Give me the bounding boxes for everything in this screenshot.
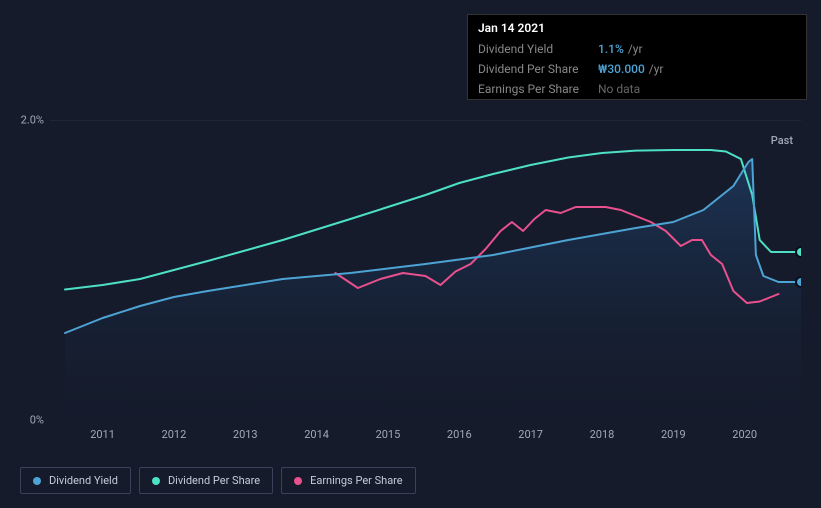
legend-label: Earnings Per Share [310, 474, 403, 487]
tooltip-label: Dividend Per Share [478, 62, 598, 76]
tooltip-row: Dividend Per Share₩30.000/yr [468, 59, 806, 79]
legend-dot-icon [33, 477, 41, 485]
tooltip-label: Dividend Yield [478, 42, 598, 56]
tooltip-row: Earnings Per ShareNo data [468, 79, 806, 99]
y-axis-min: 0% [30, 414, 44, 427]
tooltip-value: ₩30.000 [598, 62, 645, 76]
tooltip-date: Jan 14 2021 [468, 15, 806, 39]
legend-label: Dividend Yield [49, 474, 118, 487]
tooltip-value: 1.1% [598, 42, 624, 56]
tooltip-unit: /yr [649, 62, 664, 76]
x-tick: 2012 [162, 428, 187, 441]
tooltip-label: Earnings Per Share [478, 82, 598, 96]
legend-dot-icon [294, 477, 302, 485]
x-tick: 2017 [518, 428, 543, 441]
tooltip-nodata: No data [598, 82, 640, 96]
legend-label: Dividend Per Share [168, 474, 260, 487]
legend-item[interactable]: Dividend Yield [20, 467, 131, 494]
legend: Dividend Yield Dividend Per Share Earnings… [20, 467, 416, 494]
legend-item[interactable]: Earnings Per Share [281, 467, 416, 494]
x-tick: 2014 [304, 428, 329, 441]
legend-dot-icon [152, 477, 160, 485]
past-label: Past [771, 134, 793, 147]
y-axis-max: 2.0% [21, 114, 44, 127]
chart-container: 2.0% 0% Past [20, 100, 801, 420]
tooltip-unit: /yr [628, 42, 643, 56]
x-tick: 2016 [447, 428, 472, 441]
x-tick: 2018 [590, 428, 615, 441]
legend-item[interactable]: Dividend Per Share [139, 467, 273, 494]
plot-area: Past [50, 120, 801, 420]
x-axis: 2011 2012 2013 2014 2015 2016 2017 2018 2019 2020 [50, 428, 801, 448]
chart-tooltip: Jan 14 2021 Dividend Yield1.1%/yrDividen… [467, 14, 807, 100]
x-tick: 2015 [376, 428, 401, 441]
x-tick: 2019 [661, 428, 686, 441]
tooltip-row: Dividend Yield1.1% /yr [468, 39, 806, 59]
x-tick: 2011 [90, 428, 115, 441]
x-tick: 2013 [233, 428, 258, 441]
x-tick: 2020 [732, 428, 757, 441]
